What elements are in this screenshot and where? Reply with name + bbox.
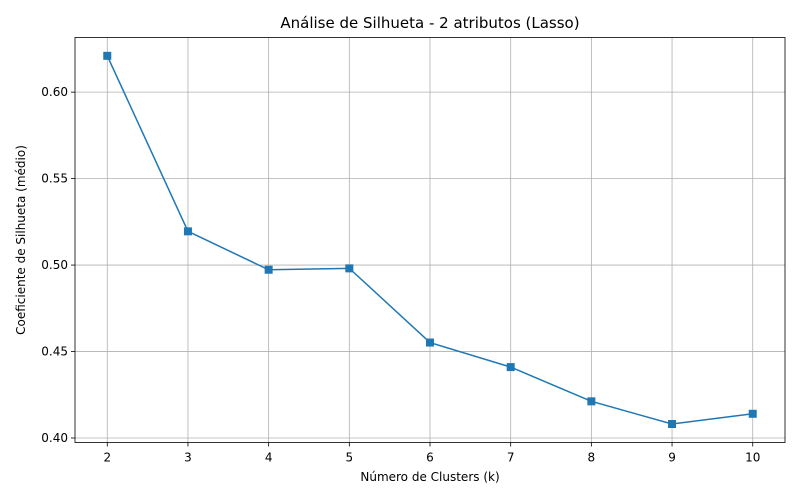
data-point-marker <box>587 397 596 406</box>
x-tick-label: 6 <box>426 451 434 465</box>
y-tick-label: 0.50 <box>41 258 68 272</box>
y-tick-label: 0.55 <box>41 172 68 186</box>
data-point-marker <box>426 338 434 347</box>
chart-title: Análise de Silhueta - 2 atributos (Lasso… <box>280 14 579 32</box>
x-tick-label: 7 <box>507 451 515 465</box>
y-tick-label: 0.60 <box>41 85 68 99</box>
data-point-marker <box>183 227 192 236</box>
x-tick-label: 10 <box>745 451 760 465</box>
y-tick-label: 0.45 <box>41 345 68 359</box>
data-point-marker <box>668 419 677 428</box>
x-tick-label: 4 <box>265 451 273 465</box>
data-point-marker <box>748 409 757 418</box>
x-tick-label: 8 <box>588 451 596 465</box>
x-tick-label: 3 <box>184 451 192 465</box>
y-tick-label: 0.40 <box>41 431 68 445</box>
y-axis-label: Coeficiente de Silhueta (médio) <box>14 145 28 335</box>
grid <box>75 37 785 443</box>
x-tick-label: 5 <box>345 451 353 465</box>
data-point-marker <box>103 51 112 60</box>
x-axis-label: Número de Clusters (k) <box>360 470 499 484</box>
x-tick-label: 2 <box>103 451 111 465</box>
data-point-marker <box>345 264 354 273</box>
series-layer <box>103 51 757 428</box>
data-point-marker <box>264 265 273 274</box>
axis-ticks: 2 3 4 5 6 7 8 9 10 0.40 0.45 0.50 0.55 0.60 <box>41 85 760 464</box>
x-tick-label: 9 <box>668 451 676 465</box>
data-point-marker <box>506 363 515 372</box>
